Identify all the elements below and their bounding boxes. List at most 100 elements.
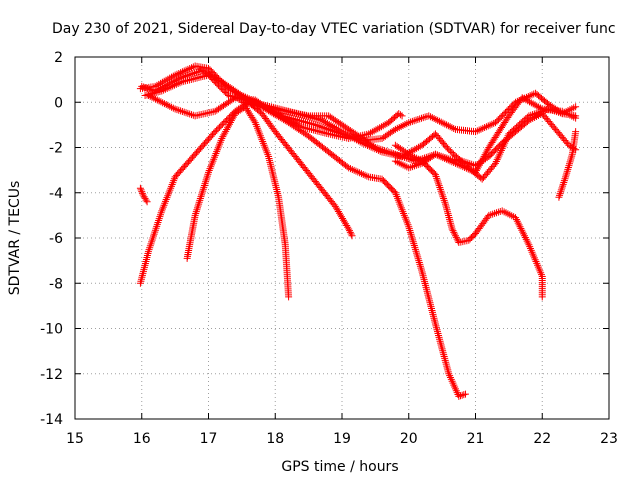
data-point [164,101,172,109]
data-point [509,101,517,109]
data-point [560,178,568,186]
data-point [512,214,520,222]
data-point [406,228,414,236]
data-point [169,82,177,90]
data-point [371,145,379,153]
data-point [211,128,219,136]
data-point [153,220,161,228]
data-point [567,156,575,164]
data-point [521,94,529,102]
data-point [161,85,169,93]
data-point [435,180,443,188]
data-point [440,351,448,359]
data-point [155,217,163,225]
data-point [492,209,500,217]
data-point [430,115,438,123]
data-point [456,392,464,400]
data-point [376,147,384,155]
data-point [320,117,328,125]
data-point [451,232,459,240]
x-tick-label: 15 [66,431,84,447]
data-point [520,230,528,238]
data-point [416,260,424,268]
data-point [434,328,442,336]
data-point [249,115,257,123]
data-point [450,124,458,132]
data-point [557,108,565,116]
data-point [437,341,445,349]
data-point [407,163,415,171]
data-point [369,144,377,152]
data-point [562,173,570,181]
data-point [439,119,447,127]
data-point [184,109,192,117]
data-point [438,189,446,197]
data-point [411,145,419,153]
data-point [433,326,441,334]
data-point [453,160,461,168]
data-point [403,149,411,157]
data-point [357,170,365,178]
data-point [205,64,212,72]
data-point [414,143,422,151]
data-point [177,69,185,77]
data-point [215,81,223,89]
data-point [444,208,452,216]
data-point [207,74,215,82]
data-point [436,335,444,343]
data-point [173,106,181,114]
data-point [150,230,158,238]
data-point [512,98,520,106]
data-point [346,165,354,173]
data-point [148,238,156,246]
data-point [374,146,382,154]
chart-title: Day 230 of 2021, Sidereal Day-to-day VTE… [52,21,616,37]
data-point [154,218,162,226]
data-point [503,107,511,115]
data-point [563,169,571,177]
data-point [243,106,251,114]
data-point [396,111,404,119]
data-point [167,83,175,91]
data-point [152,224,160,232]
data-point [370,127,378,135]
data-point [182,109,190,117]
data-point [175,106,183,114]
data-point [217,122,225,130]
data-point [441,200,449,208]
data-point [409,146,417,154]
data-point [146,242,154,250]
data-point [413,251,421,259]
ticks-layer [74,56,610,420]
data-point [564,163,572,171]
data-point [413,144,421,152]
data-point [428,114,436,122]
data-point [215,123,223,131]
data-point [166,102,174,110]
data-point [516,223,524,231]
data-point [149,234,157,242]
data-point [223,116,231,124]
data-point [436,185,444,193]
data-point [150,232,158,240]
data-point [198,189,206,197]
data-point [407,118,415,126]
data-point [412,247,420,255]
data-point [408,234,416,242]
data-point [435,117,443,125]
data-point [347,230,355,238]
data-point [486,121,494,129]
data-point [201,180,209,188]
y-tick-label: -4 [49,186,63,202]
data-point [441,356,449,364]
data-point [529,100,537,108]
data-point [245,108,253,116]
data-point [416,262,424,270]
series-arc-11 [555,128,580,201]
data-point [458,391,466,399]
data-point [431,320,439,328]
data-point [507,103,515,111]
data-point [499,111,507,119]
data-point [515,97,523,105]
data-point [318,116,326,124]
